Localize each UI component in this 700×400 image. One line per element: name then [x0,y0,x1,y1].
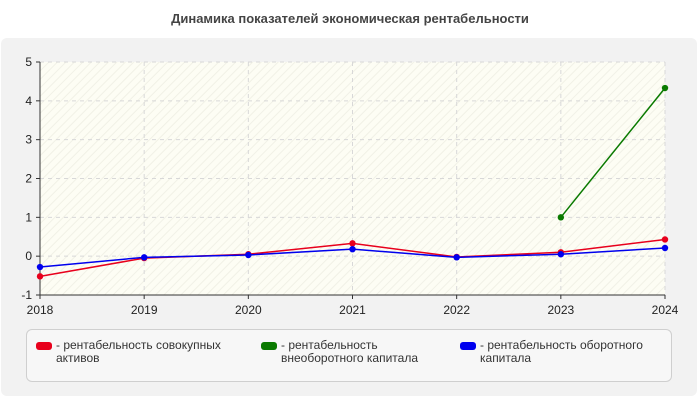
data-point-series-0[interactable] [349,240,356,247]
y-tick-label: -1 [21,288,32,302]
data-point-series-2[interactable] [349,245,356,253]
x-tick-labels: 2018 2019 2020 2021 2022 2023 2024 [27,295,679,317]
x-tick-label: 2023 [547,303,574,317]
y-tick-label: 4 [25,94,32,108]
series-line-1 [560,87,666,218]
legend: - рентабельность совокупных активов - ре… [26,329,672,382]
data-point-series-2[interactable] [453,254,460,261]
data-point-series-2[interactable] [36,263,44,271]
legend-item-noncurrent-capital[interactable]: - рентабельность внеоборотного капитала [261,339,418,365]
legend-swatch-working-capital [460,342,476,350]
legend-swatch-noncurrent-capital [261,342,277,350]
data-point-series-0[interactable] [661,236,669,243]
x-tick-label: 2019 [131,303,158,317]
data-point-series-0[interactable] [36,273,44,280]
y-tick-label: 3 [25,133,32,147]
legend-label-noncurrent-capital: - рентабельность внеоборотного капитала [281,338,418,365]
data-point-series-1[interactable] [557,214,565,221]
y-tick-label: 2 [25,172,32,186]
y-tick-label: 0 [25,249,32,263]
data-point-series-2[interactable] [245,251,252,259]
legend-item-total-assets[interactable]: - рентабельность совокупных активов [36,339,221,365]
series-group [36,84,669,280]
chart-title: Динамика показателей экономическая рента… [171,11,529,26]
x-tick-label: 2022 [443,303,470,317]
x-tick-label: 2018 [27,303,54,317]
data-point-series-2[interactable] [557,251,565,258]
x-tick-label: 2024 [652,303,679,317]
x-tick-label: 2021 [339,303,366,317]
y-tick-labels: -1 0 1 2 3 4 5 [21,55,40,302]
y-tick-label: 5 [25,55,32,69]
data-point-series-1[interactable] [661,84,669,92]
legend-swatch-total-assets [36,342,52,350]
legend-label-working-capital: - рентабельность оборотного капитала [480,338,643,365]
x-tick-label: 2020 [235,303,262,317]
legend-label-total-assets: - рентабельность совокупных активов [56,338,221,365]
data-point-series-2[interactable] [140,254,148,261]
y-tick-label: 1 [25,210,32,224]
data-point-series-2[interactable] [661,244,669,252]
legend-item-working-capital[interactable]: - рентабельность оборотного капитала [460,339,643,365]
